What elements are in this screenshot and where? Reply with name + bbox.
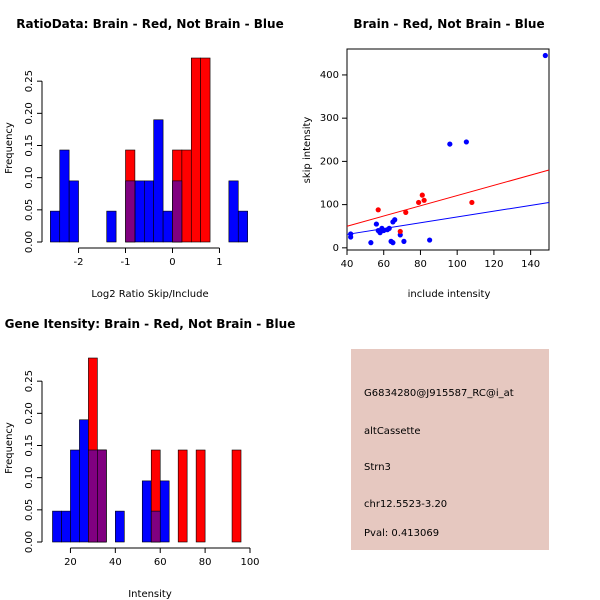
- ratio-bar-not-brain-3: [106, 210, 117, 243]
- intensity-bar-overlap-1: [97, 449, 107, 543]
- scatter-fit-line-brain: [346, 169, 550, 227]
- scatter-frame: [346, 48, 550, 251]
- scatter-y-tick-label-0: 0: [333, 243, 339, 254]
- ratio-bar-overlap-1: [172, 180, 183, 243]
- intensity-bar-not-brain-2: [70, 449, 80, 543]
- ratio-bar-not-brain-1: [59, 149, 70, 243]
- ratio-bar-not-brain-2: [68, 180, 79, 243]
- scatter-y-tick-label-1: 100: [320, 200, 339, 211]
- ratio-bar-not-brain-7: [162, 210, 173, 243]
- ratio-bar-overlap-0: [125, 180, 136, 243]
- info-panel: [351, 349, 549, 550]
- intensity-bar-overlap-2: [150, 510, 161, 543]
- scatter-y-tick-label-3: 300: [320, 113, 339, 124]
- ratio-x-tick-label-0: -2: [74, 257, 84, 268]
- scatter-point-not-brain-2: [368, 240, 374, 246]
- intensity-hist-xlabel: Intensity: [128, 589, 172, 600]
- intensity-bar-brain-3: [177, 449, 188, 543]
- ratio-bar-not-brain-6: [153, 119, 164, 243]
- pval: Pval: 0.413069: [364, 528, 439, 539]
- ratio-hist-title: RatioData: Brain - Red, Not Brain - Blue: [16, 17, 283, 31]
- scatter-ylabel: skip intensity: [302, 117, 313, 184]
- scatter-x-tick-label-0: 40: [341, 259, 354, 270]
- scatter-point-brain-6: [469, 199, 475, 206]
- scatter-y-tick-label-4: 400: [320, 70, 339, 81]
- intensity-bar-not-brain-1: [61, 510, 71, 543]
- ratio-y-tick-label-1: 0.05: [24, 199, 35, 221]
- ratio-y-tick-label-2: 0.10: [24, 167, 35, 189]
- scatter-x-tick-label-2: 80: [414, 259, 427, 270]
- scatter-point-brain-0: [375, 207, 381, 213]
- intensity-hist-ylabel: Frequency: [4, 422, 15, 474]
- scatter-point-not-brain-15: [401, 238, 407, 244]
- scatter-plot: 40 60 80 100 120 140 0 100 200 300 400: [320, 48, 550, 270]
- ratio-bar-not-brain-0: [50, 210, 61, 243]
- event-type: altCassette: [364, 426, 421, 437]
- ratio-y-tick-label-4: 0.20: [24, 102, 35, 124]
- scatter-x-tick-label-5: 140: [521, 259, 540, 270]
- chrom-location: chr12.5523-3.20: [364, 499, 447, 510]
- intensity-bar-not-brain-3: [79, 419, 89, 543]
- scatter-point-not-brain-11: [390, 240, 396, 246]
- ratio-bar-not-brain-10: [237, 210, 248, 243]
- intensity-bar-overlap-0: [88, 449, 98, 543]
- scatter-point-not-brain-19: [542, 52, 548, 59]
- intensity-x-tick-label-0: 20: [64, 557, 77, 568]
- intensity-bar-not-brain-6: [115, 510, 125, 543]
- scatter-title: Brain - Red, Not Brain - Blue: [353, 17, 544, 31]
- ratio-bar-brain-4: [200, 57, 211, 243]
- intensity-bar-not-brain-0: [52, 510, 62, 543]
- scatter-point-not-brain-16: [427, 237, 433, 243]
- ratio-hist-ylabel: Frequency: [4, 122, 15, 174]
- ratio-hist-plot: -2 -1 0 1 0.00 0.05 0.10 0.15 0.20 0.25: [24, 57, 248, 268]
- scatter-x-tick-label-4: 120: [484, 259, 503, 270]
- scatter-point-brain-3: [416, 199, 422, 206]
- intensity-y-tick-label-1: 0.05: [24, 499, 35, 521]
- intensity-hist-title: Gene Itensity: Brain - Red, Not Brain - …: [5, 317, 296, 331]
- ratio-bar-not-brain-4: [134, 180, 145, 243]
- ratio-bar-not-brain-9: [228, 180, 239, 243]
- intensity-y-tick-label-0: 0.00: [24, 531, 35, 553]
- scatter-point-not-brain-9: [386, 225, 392, 231]
- gene-name: Strn3: [364, 462, 391, 473]
- scatter-x-tick-label-1: 60: [377, 259, 390, 270]
- scatter-y-tick-label-2: 200: [320, 156, 339, 167]
- intensity-bar-not-brain-7: [141, 480, 152, 543]
- intensity-bar-not-brain-9: [159, 480, 170, 543]
- intensity-y-tick-label-5: 0.25: [24, 370, 35, 392]
- scatter-point-not-brain-3: [373, 221, 379, 227]
- intensity-y-tick-label-3: 0.15: [24, 434, 35, 456]
- intensity-y-tick-label-2: 0.10: [24, 467, 35, 489]
- ratio-x-tick-label-2: 0: [169, 257, 175, 268]
- scatter-point-not-brain-17: [447, 141, 453, 147]
- ratio-y-tick-label-5: 0.25: [24, 70, 35, 92]
- intensity-hist-plot: 20 40 60 80 100 0.00 0.05 0.10 0.15 0.20 0.25: [24, 357, 260, 568]
- ratio-hist-xlabel: Log2 Ratio Skip/Include: [91, 289, 208, 300]
- scatter-point-not-brain-1: [348, 231, 354, 237]
- scatter-x-tick-label-3: 100: [448, 259, 467, 270]
- scatter-point-not-brain-13: [392, 217, 398, 223]
- probe-id: G6834280@J915587_RC@i_at: [364, 388, 514, 399]
- scatter-xlabel: include intensity: [408, 289, 491, 300]
- scatter-point-brain-1: [397, 228, 403, 235]
- intensity-bar-brain-4: [195, 449, 206, 543]
- intensity-x-tick-label-4: 100: [240, 557, 259, 568]
- ratio-bar-brain-2: [181, 149, 192, 243]
- intensity-x-tick-label-3: 80: [199, 557, 212, 568]
- intensity-y-tick-label-4: 0.20: [24, 402, 35, 424]
- ratio-y-tick-label-0: 0.00: [24, 231, 35, 253]
- scatter-point-brain-4: [419, 192, 425, 198]
- scatter-point-brain-2: [403, 209, 409, 215]
- ratio-x-tick-label-3: 1: [216, 257, 222, 268]
- ratio-bar-brain-3: [190, 57, 201, 243]
- ratio-bar-not-brain-5: [144, 180, 154, 243]
- intensity-bar-brain-5: [231, 449, 242, 543]
- scatter-point-brain-5: [421, 197, 427, 203]
- ratio-x-tick-label-1: -1: [121, 257, 131, 268]
- intensity-x-tick-label-2: 60: [154, 557, 167, 568]
- ratio-y-tick-label-3: 0.15: [24, 134, 35, 156]
- scatter-point-not-brain-18: [463, 139, 469, 145]
- intensity-x-tick-label-1: 40: [109, 557, 122, 568]
